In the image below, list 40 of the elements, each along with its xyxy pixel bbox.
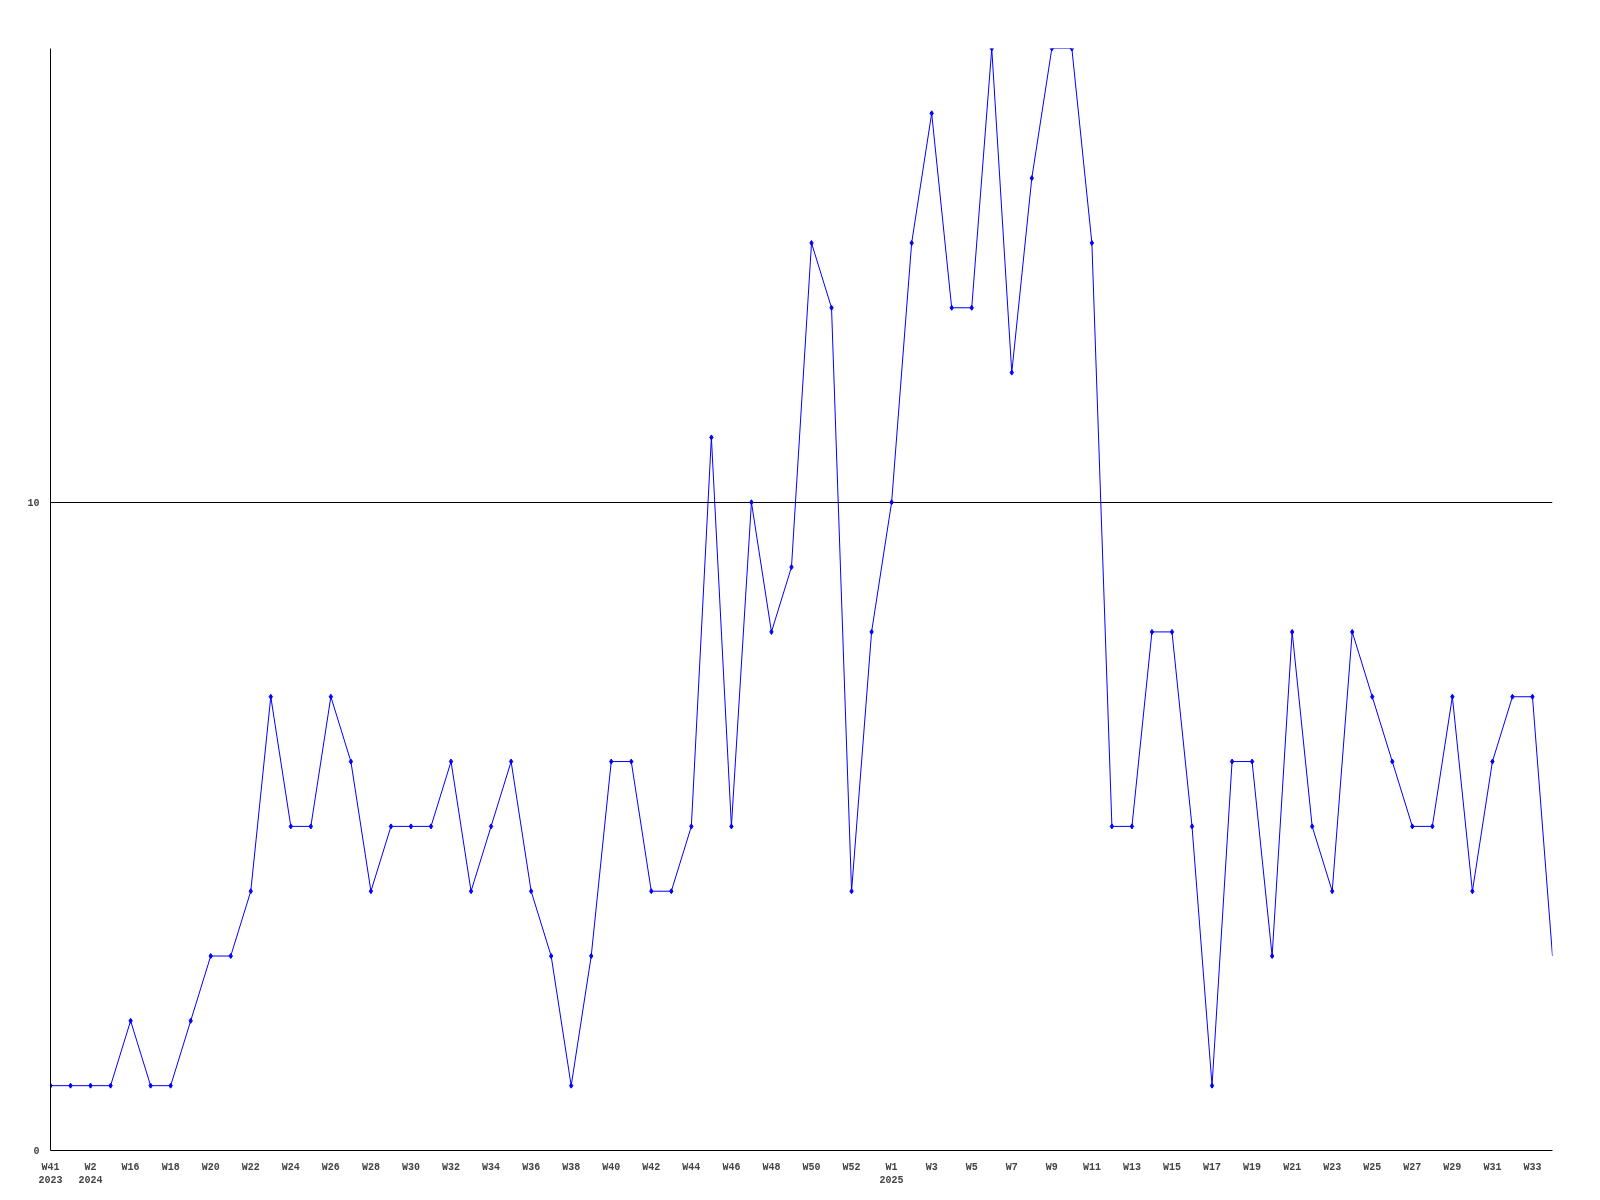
x-tick-label: W2 2024 xyxy=(78,1161,103,1186)
x-tick-label: W23 xyxy=(1323,1161,1342,1173)
x-tick-label: W26 xyxy=(321,1161,340,1173)
x-tick-label: W17 xyxy=(1203,1161,1222,1173)
x-tick-label: W22 xyxy=(241,1161,260,1173)
x-tick-label: W40 xyxy=(602,1161,621,1173)
x-tick-label: W1 2025 xyxy=(879,1161,904,1186)
x-tick-label: W19 xyxy=(1243,1161,1262,1173)
x-tick-label: W29 xyxy=(1443,1161,1462,1173)
x-tick-label: W20 xyxy=(201,1161,220,1173)
x-tick-label: W7 xyxy=(1005,1161,1018,1173)
x-tick-label: W48 xyxy=(762,1161,781,1173)
x-tick-label: W16 xyxy=(121,1161,140,1173)
x-tick-label: W31 xyxy=(1483,1161,1502,1173)
x-tick-label: W44 xyxy=(682,1161,701,1173)
x-tick-label: W18 xyxy=(161,1161,180,1173)
x-tick-label: W28 xyxy=(361,1161,380,1173)
x-tick-label: W46 xyxy=(722,1161,741,1173)
x-tick-label: W5 xyxy=(965,1161,978,1173)
y-tick-label: 0 xyxy=(33,1146,40,1157)
x-tick-label: W32 xyxy=(442,1161,461,1173)
x-tick-label: W34 xyxy=(482,1161,501,1173)
x-tick-label: W38 xyxy=(562,1161,581,1173)
x-tick-label: W11 xyxy=(1082,1161,1101,1173)
x-tick-label: W30 xyxy=(401,1161,420,1173)
x-tick-label: W21 xyxy=(1283,1161,1302,1173)
x-tick-label: W24 xyxy=(281,1161,300,1173)
x-tick-label: W52 xyxy=(842,1161,861,1173)
y-tick-label: 10 xyxy=(27,497,40,509)
x-tick-label: W42 xyxy=(642,1161,661,1173)
x-tick-label: W15 xyxy=(1162,1161,1182,1173)
x-tick-label: W41 2023 xyxy=(38,1161,63,1186)
x-tick-label: W50 xyxy=(802,1161,821,1173)
x-tick-label: W33 xyxy=(1523,1161,1542,1173)
x-tick-label: W25 xyxy=(1363,1161,1382,1173)
x-tick-label: W36 xyxy=(522,1161,541,1173)
x-tick-label: W3 xyxy=(925,1161,938,1173)
x-tick-label: W13 xyxy=(1122,1161,1141,1173)
x-tick-label: W27 xyxy=(1403,1161,1422,1173)
x-tick-label: W9 xyxy=(1045,1161,1058,1173)
